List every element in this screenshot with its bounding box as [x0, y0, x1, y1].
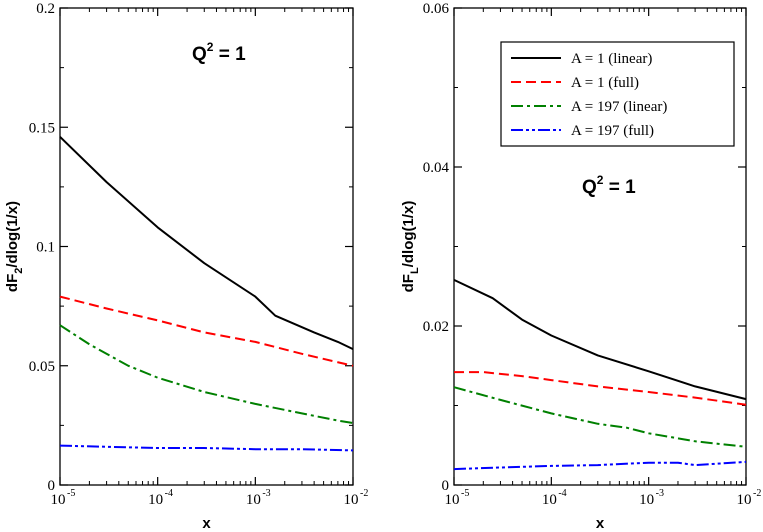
plot-frame — [59, 7, 354, 486]
series-line-4 — [59, 444, 354, 452]
series-line-1 — [453, 278, 747, 401]
x-tick-label: 10 — [737, 492, 752, 508]
x-tick-label: 10 — [51, 492, 66, 508]
x-tick-exponent: -5 — [67, 488, 75, 499]
y-axis-label: dF2/dlog(1/x) — [4, 201, 25, 292]
x-tick-label: 10 — [148, 492, 163, 508]
x-tick-exponent: -3 — [262, 488, 270, 499]
legend-entry: A = 197 (full) — [571, 123, 654, 139]
q2-annotation: Q2 = 1 — [582, 173, 636, 198]
x-tick-exponent: -2 — [753, 488, 761, 499]
y-tick-label: 0.2 — [36, 1, 55, 17]
x-tick-exponent: -5 — [461, 488, 469, 499]
legend-entry: A = 197 (linear) — [571, 99, 667, 115]
x-tick-exponent: -4 — [165, 488, 173, 499]
x-tick-label: 10 — [639, 492, 654, 508]
series-line-2 — [59, 295, 354, 367]
legend-entry: A = 1 (full) — [571, 75, 639, 91]
series-line-4 — [453, 460, 747, 471]
y-tick-label: 0.05 — [29, 359, 55, 375]
x-axis-label: x — [202, 515, 211, 532]
panel-left: 00.050.10.150.210 -5 10 -4 10 -3 10 -2xdF2/dlog… — [4, 1, 368, 532]
x-tick-label: 10 — [445, 492, 460, 508]
y-axis-label: dFL/dlog(1/x) — [400, 201, 421, 293]
x-axis-label: x — [596, 515, 605, 532]
q2-annotation: Q2 = 1 — [192, 40, 246, 65]
legend: A = 1 (linear) A = 1 (full) A = 197 (linea… — [500, 41, 735, 147]
y-tick-label: 0.04 — [423, 160, 450, 176]
y-tick-label: 0 — [442, 478, 450, 494]
x-tick-exponent: -2 — [360, 488, 368, 499]
legend-box — [500, 41, 735, 147]
y-tick-label: 0.06 — [423, 1, 450, 17]
y-tick-label: 0 — [48, 478, 56, 494]
series-line-3 — [453, 386, 747, 448]
y-tick-label: 0.02 — [423, 319, 449, 335]
series-line-1 — [59, 136, 354, 351]
y-tick-label: 0.15 — [29, 120, 55, 136]
y-tick-label: 0.1 — [36, 240, 55, 256]
series-line-3 — [59, 324, 354, 424]
legend-entry: A = 1 (linear) — [571, 51, 652, 67]
x-tick-exponent: -3 — [656, 488, 664, 499]
x-tick-label: 10 — [344, 492, 359, 508]
x-tick-label: 10 — [542, 492, 557, 508]
series-line-2 — [454, 371, 747, 406]
x-tick-label: 10 — [246, 492, 261, 508]
x-tick-exponent: -4 — [558, 488, 566, 499]
